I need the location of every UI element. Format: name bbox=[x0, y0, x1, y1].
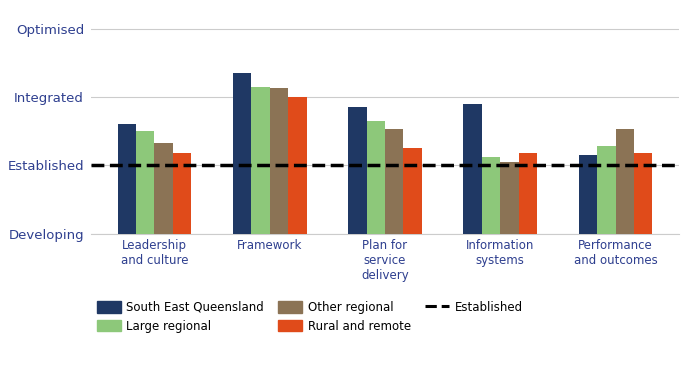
Bar bbox=[136, 131, 155, 234]
Bar bbox=[385, 129, 403, 234]
Bar bbox=[579, 155, 597, 234]
Bar bbox=[288, 97, 307, 234]
Bar bbox=[155, 143, 173, 234]
Bar bbox=[348, 107, 367, 234]
Bar bbox=[482, 157, 500, 234]
Bar bbox=[270, 88, 288, 234]
Bar bbox=[118, 124, 136, 234]
Legend: South East Queensland, Large regional, Other regional, Rural and remote, Establi: South East Queensland, Large regional, O… bbox=[97, 301, 523, 333]
Bar bbox=[500, 162, 519, 234]
Bar bbox=[403, 148, 422, 234]
Bar bbox=[597, 146, 615, 234]
Bar bbox=[251, 87, 270, 234]
Bar bbox=[615, 129, 634, 234]
Bar bbox=[367, 121, 385, 234]
Bar bbox=[463, 104, 482, 234]
Bar bbox=[233, 73, 251, 234]
Bar bbox=[173, 153, 191, 234]
Bar bbox=[519, 153, 537, 234]
Bar bbox=[634, 153, 652, 234]
